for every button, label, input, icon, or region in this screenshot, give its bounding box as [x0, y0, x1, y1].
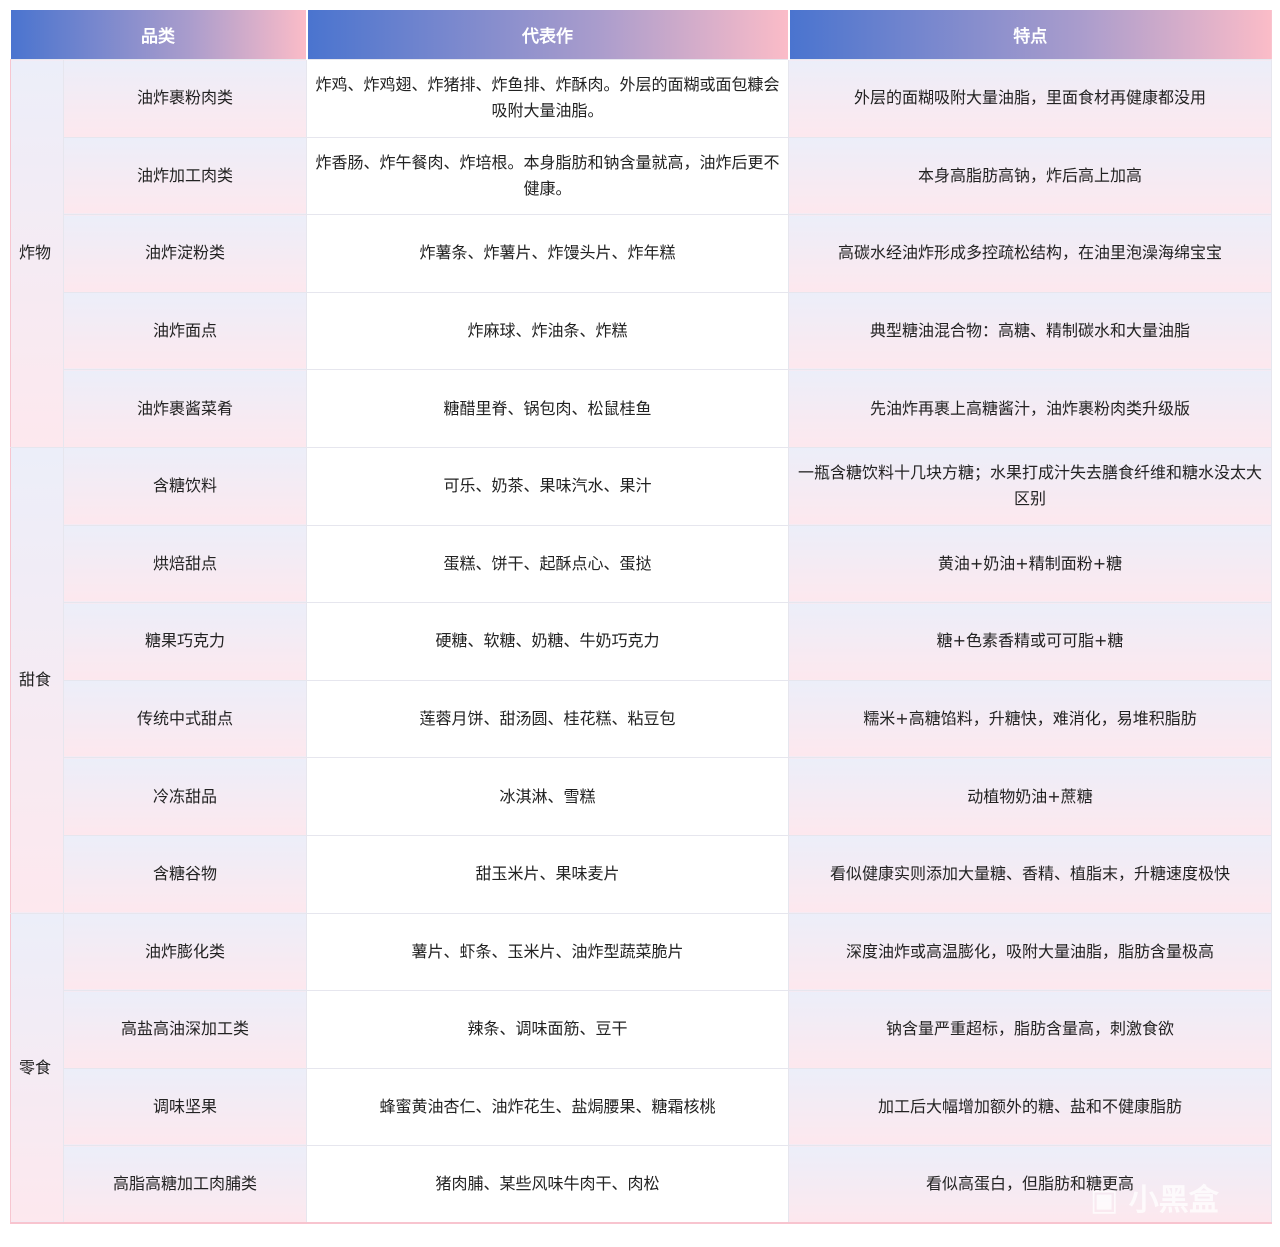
category-cell: 高盐高油深加工类 — [63, 990, 307, 1069]
category-cell: 传统中式甜点 — [63, 679, 307, 759]
features-cell: 糖+色素香精或可可脂+糖 — [788, 602, 1272, 681]
features-cell: 本身高脂肪高钠，炸后高上加高 — [788, 136, 1272, 216]
watermark-logo: ▣ 小黑盒 — [1090, 1183, 1219, 1218]
category-cell: 油炸淀粉类 — [63, 214, 307, 293]
examples-cell: 莲蓉月饼、甜汤圆、桂花糕、粘豆包 — [306, 679, 789, 759]
category-cell: 高脂高糖加工肉脯类 — [63, 1145, 307, 1224]
examples-cell: 辣条、调味面筋、豆干 — [306, 990, 789, 1069]
category-cell: 油炸裹粉肉类 — [63, 59, 307, 138]
table-row: 油炸裹酱菜肴 糖醋里脊、锅包肉、松鼠桂鱼 先油炸再裹上高糖酱汁，油炸裹粉肉类升级版 — [11, 369, 1272, 448]
examples-cell: 炸香肠、炸午餐肉、炸培根。本身脂肪和钠含量就高，油炸后更不健康。 — [306, 136, 789, 216]
features-cell: 深度油炸或高温膨化，吸附大量油脂，脂肪含量极高 — [788, 912, 1272, 992]
category-cell: 油炸面点 — [63, 291, 307, 371]
category-cell: 含糖饮料 — [63, 446, 307, 526]
group-label: 零食 — [10, 912, 64, 1224]
examples-cell: 蜂蜜黄油杏仁、油炸花生、盐焗腰果、糖霜核桃 — [306, 1067, 789, 1147]
features-cell: 黄油+奶油+精制面粉+糖 — [788, 524, 1272, 604]
examples-cell: 硬糖、软糖、奶糖、牛奶巧克力 — [306, 602, 789, 681]
table-row: 含糖谷物 甜玉米片、果味麦片 看似健康实则添加大量糖、香精、植脂末，升糖速度极快 — [11, 834, 1272, 914]
table-row: 调味坚果 蜂蜜黄油杏仁、油炸花生、盐焗腰果、糖霜核桃 加工后大幅增加额外的糖、盐和不… — [11, 1067, 1272, 1147]
features-cell: 看似健康实则添加大量糖、香精、植脂末，升糖速度极快 — [788, 834, 1272, 914]
header-category: 品类 — [10, 10, 308, 60]
table-row: 油炸面点 炸麻球、炸油条、炸糕 典型糖油混合物：高糖、精制碳水和大量油脂 — [11, 291, 1272, 371]
examples-cell: 冰淇淋、雪糕 — [306, 757, 789, 836]
category-cell: 油炸膨化类 — [63, 912, 307, 992]
table-row: 炸物 油炸裹粉肉类 炸鸡、炸鸡翅、炸猪排、炸鱼排、炸酥肉。外层的面糊或面包糠会吸附大… — [10, 59, 1272, 448]
examples-cell: 糖醋里脊、锅包肉、松鼠桂鱼 — [306, 369, 789, 448]
features-cell: 加工后大幅增加额外的糖、盐和不健康脂肪 — [788, 1067, 1272, 1147]
table-row: 烘焙甜点 蛋糕、饼干、起酥点心、蛋挞 黄油+奶油+精制面粉+糖 — [11, 524, 1272, 604]
category-cell: 糖果巧克力 — [63, 602, 307, 681]
header-row: 品类 代表作 特点 — [10, 10, 1272, 60]
table-row: 糖果巧克力 硬糖、软糖、奶糖、牛奶巧克力 糖+色素香精或可可脂+糖 — [11, 602, 1272, 681]
group-label: 炸物 — [10, 59, 64, 448]
examples-cell: 炸麻球、炸油条、炸糕 — [306, 291, 789, 371]
examples-cell: 可乐、奶茶、果味汽水、果汁 — [306, 446, 789, 526]
category-cell: 冷冻甜品 — [63, 757, 307, 836]
table-row: 高脂高糖加工肉脯类 猪肉脯、某些风味牛肉干、肉松 看似高蛋白，但脂肪和糖更高 — [11, 1145, 1272, 1224]
table-row: 冷冻甜品 冰淇淋、雪糕 动植物奶油+蔗糖 — [11, 757, 1272, 836]
header-examples: 代表作 — [306, 10, 790, 60]
category-cell: 油炸裹酱菜肴 — [63, 369, 307, 448]
table-row: 零食 油炸膨化类 薯片、虾条、玉米片、油炸型蔬菜脆片 深度油炸或高温膨化，吸附大量油脂… — [10, 912, 1272, 1224]
category-cell: 烘焙甜点 — [63, 524, 307, 604]
examples-cell: 甜玉米片、果味麦片 — [306, 834, 789, 914]
table-row: 油炸淀粉类 炸薯条、炸薯片、炸馒头片、炸年糕 高碳水经油炸形成多控疏松结构，在油里泡… — [11, 214, 1272, 293]
table-row: 传统中式甜点 莲蓉月饼、甜汤圆、桂花糕、粘豆包 糯米+高糖馅料，升糖快，难消化，易堆… — [11, 679, 1272, 759]
features-cell: 糯米+高糖馅料，升糖快，难消化，易堆积脂肪 — [788, 679, 1272, 759]
features-cell: 钠含量严重超标，脂肪含量高，刺激食欲 — [788, 990, 1272, 1069]
food-table: 品类 代表作 特点 炸物 油炸裹粉肉类 炸鸡、炸鸡翅、炸猪排、炸鱼排、炸酥肉。外层的… — [10, 10, 1272, 1225]
examples-cell: 猪肉脯、某些风味牛肉干、肉松 — [306, 1145, 789, 1224]
examples-cell: 蛋糕、饼干、起酥点心、蛋挞 — [306, 524, 789, 604]
examples-cell: 炸薯条、炸薯片、炸馒头片、炸年糕 — [306, 214, 789, 293]
features-cell: 动植物奶油+蔗糖 — [788, 757, 1272, 836]
header-features: 特点 — [788, 10, 1272, 60]
group-label: 甜食 — [10, 446, 64, 914]
table-row: 油炸加工肉类 炸香肠、炸午餐肉、炸培根。本身脂肪和钠含量就高，油炸后更不健康。 本身… — [11, 136, 1272, 216]
features-cell: 外层的面糊吸附大量油脂，里面食材再健康都没用 — [788, 59, 1272, 138]
features-cell: 典型糖油混合物：高糖、精制碳水和大量油脂 — [788, 291, 1272, 371]
category-cell: 调味坚果 — [63, 1067, 307, 1147]
examples-cell: 薯片、虾条、玉米片、油炸型蔬菜脆片 — [306, 912, 789, 992]
examples-cell: 炸鸡、炸鸡翅、炸猪排、炸鱼排、炸酥肉。外层的面糊或面包糠会吸附大量油脂。 — [306, 59, 789, 138]
category-cell: 油炸加工肉类 — [63, 136, 307, 216]
features-cell: 看似高蛋白，但脂肪和糖更高 — [788, 1145, 1272, 1224]
table-row: 甜食 含糖饮料 可乐、奶茶、果味汽水、果汁 一瓶含糖饮料十几块方糖；水果打成汁失去膳食… — [10, 446, 1272, 914]
category-cell: 含糖谷物 — [63, 834, 307, 914]
features-cell: 先油炸再裹上高糖酱汁，油炸裹粉肉类升级版 — [788, 369, 1272, 448]
features-cell: 高碳水经油炸形成多控疏松结构，在油里泡澡海绵宝宝 — [788, 214, 1272, 293]
features-cell: 一瓶含糖饮料十几块方糖；水果打成汁失去膳食纤维和糖水没太大区别 — [788, 446, 1272, 526]
table-row: 高盐高油深加工类 辣条、调味面筋、豆干 钠含量严重超标，脂肪含量高，刺激食欲 — [11, 990, 1272, 1069]
